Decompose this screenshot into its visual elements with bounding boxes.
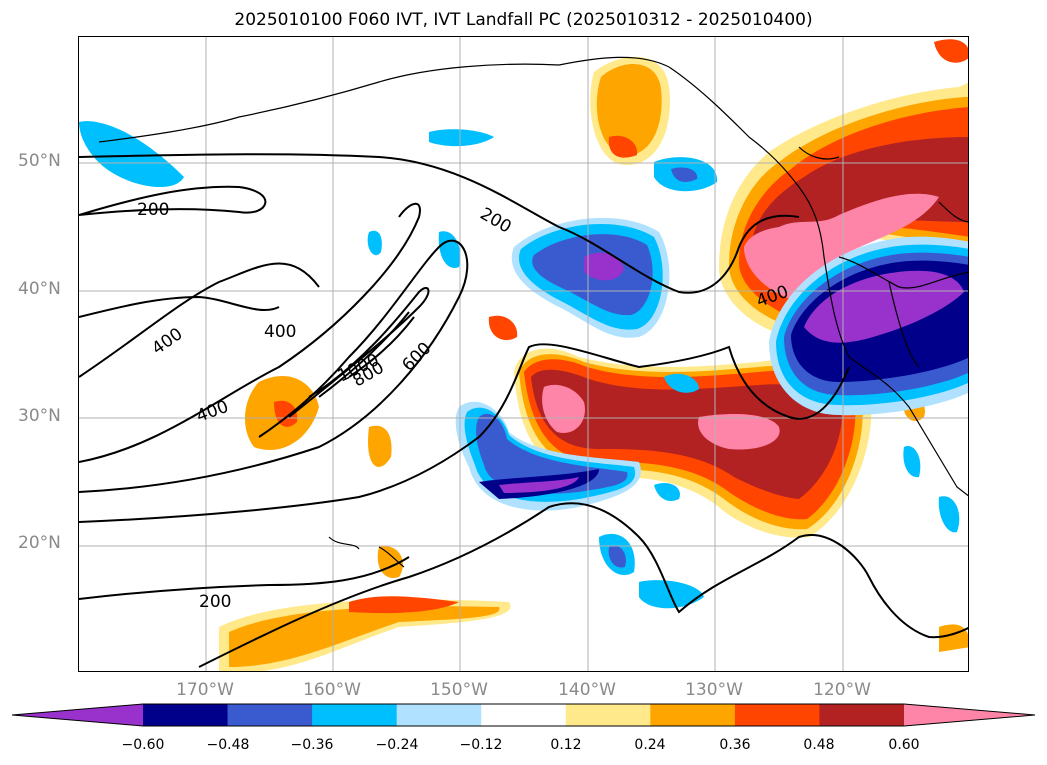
- colorbar-cell: [819, 704, 905, 726]
- colorbar-outline: [11, 703, 1036, 727]
- colorbar: [11, 703, 1036, 727]
- contour-label: 200: [477, 204, 515, 238]
- lon-label-150w: 150°W: [430, 680, 488, 700]
- colorbar-cell: [396, 704, 482, 726]
- negative-anomaly-subtropics: [455, 401, 641, 511]
- colorbar-cell: [650, 704, 736, 726]
- positive-anomaly-pacific-nw: [719, 82, 968, 337]
- lon-label-120w: 120°W: [813, 680, 871, 700]
- negative-anomaly-central-pacific: [511, 217, 670, 338]
- contour-label: 200: [137, 200, 169, 220]
- colorbar-extend-low: [12, 704, 143, 726]
- colorbar-tick: 0.24: [634, 737, 666, 753]
- lat-label-20n: 20°N: [18, 533, 61, 553]
- colorbar-tick: −0.60: [121, 737, 165, 753]
- colorbar-tick: 0.12: [550, 737, 582, 753]
- negative-anomaly-us-west: [769, 236, 968, 416]
- lat-label-50n: 50°N: [18, 151, 61, 171]
- colorbar-tick: −0.36: [290, 737, 334, 753]
- colorbar-tick: 0.60: [888, 737, 920, 753]
- colorbar-cell: [143, 704, 229, 726]
- colorbar-cell: [227, 704, 313, 726]
- contour-label: 400: [194, 397, 231, 427]
- lon-label-140w: 140°W: [558, 680, 616, 700]
- negative-anomaly-small-blobs: [79, 121, 960, 609]
- positive-anomaly-subtropical-band: [514, 348, 872, 538]
- graticule: [79, 37, 968, 671]
- map-canvas: 200 200 200 400 400 400 400 600 800 1000: [79, 37, 968, 671]
- coastlines: [98, 56, 968, 568]
- colorbar-cell: [312, 704, 398, 726]
- colorbar-tick: −0.12: [459, 737, 503, 753]
- contour-label: 200: [199, 592, 231, 612]
- colorbar-tick: 0.48: [803, 737, 835, 753]
- colorbar-extend-high: [904, 704, 1035, 726]
- colorbar-cell: [734, 704, 820, 726]
- colorbar-tick: −0.24: [375, 737, 419, 753]
- lat-label-30n: 30°N: [18, 406, 61, 426]
- colorbar-tick: −0.48: [206, 737, 250, 753]
- ivt-contours: [79, 153, 968, 668]
- colorbar-cell: [565, 704, 651, 726]
- colorbar-cell: [481, 704, 567, 726]
- map-panel: 200 200 200 400 400 400 400 600 800 1000: [78, 36, 969, 672]
- positive-anomaly-gulf-alaska: [590, 39, 968, 166]
- contour-label: 400: [264, 322, 296, 342]
- positive-anomaly-south: [219, 315, 968, 671]
- lon-label-160w: 160°W: [303, 680, 361, 700]
- lon-label-130w: 130°W: [685, 680, 743, 700]
- map-title: 2025010100 F060 IVT, IVT Landfall PC (20…: [234, 10, 813, 30]
- lon-label-170w: 170°W: [176, 680, 234, 700]
- contour-label: 600: [398, 338, 435, 375]
- lat-label-40n: 40°N: [18, 279, 61, 299]
- contour-label: 400: [148, 324, 186, 359]
- colorbar-tick: 0.36: [719, 737, 751, 753]
